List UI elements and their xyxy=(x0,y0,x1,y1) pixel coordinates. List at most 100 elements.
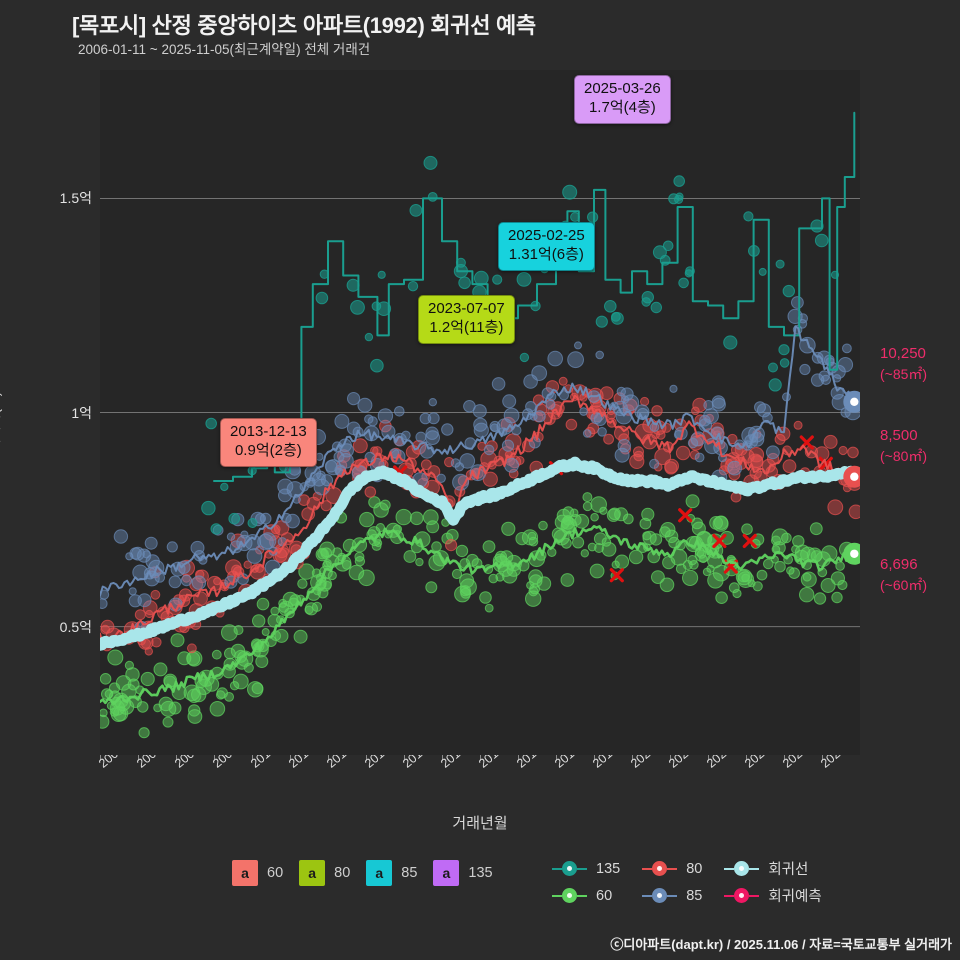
x-tick-mark xyxy=(404,755,405,761)
chart-canvas xyxy=(100,111,860,739)
legend-line-icon xyxy=(749,867,760,870)
line-80 xyxy=(100,394,856,645)
page-title: [목포시] 산정 중앙하이츠 아파트(1992) 회귀선 예측 xyxy=(72,13,536,38)
callout-date: 2013-12-13 xyxy=(230,423,307,440)
x-tick-mark xyxy=(442,755,443,761)
legend-label: 80 xyxy=(686,860,703,877)
floor-swatch-label: 135 xyxy=(468,865,493,881)
x-tick-mark xyxy=(784,755,785,761)
y-tick-label: 1.5억 xyxy=(59,190,92,207)
regression-line xyxy=(100,456,860,651)
legend-label: 135 xyxy=(596,860,621,877)
legend-line-icon xyxy=(667,894,678,897)
annotation-callout[interactable]: 2013-12-13 0.9억(2층) xyxy=(220,418,317,467)
legend-line-icon xyxy=(577,894,587,897)
x-tick-mark xyxy=(100,755,101,761)
gridlines xyxy=(100,197,860,628)
legend-marker-icon xyxy=(652,888,668,903)
callout-value: 1.7억(4층) xyxy=(588,98,656,116)
y-tick-label: 1억 xyxy=(71,404,92,421)
legend-series[interactable]: 135 80 회귀선 60 85 회귀예측 xyxy=(552,858,844,906)
legend-line-icon xyxy=(552,867,562,870)
annotation-callout[interactable]: 2023-07-07 1.2억(11층) xyxy=(418,295,515,344)
legend-item-80[interactable]: 80 xyxy=(642,858,724,879)
y-tick-label: 0.5억 xyxy=(59,618,92,635)
endpoint-price: 8,500 xyxy=(880,427,918,444)
floor-color-swatch[interactable]: a xyxy=(433,860,460,886)
callout-date: 2025-03-26 xyxy=(584,80,661,97)
legend-line-icon xyxy=(552,894,562,897)
endpoint-area: (~60㎡) xyxy=(880,576,928,593)
endpoint-price: 6,696 xyxy=(880,556,918,573)
legend-item-60[interactable]: 60 xyxy=(552,885,642,906)
legend-line-icon xyxy=(642,867,653,870)
legend-label: 85 xyxy=(686,887,703,904)
line-60 xyxy=(100,525,856,705)
endpoint-value-label: 8,500 (~80㎡) xyxy=(880,426,927,466)
floor-swatch-label: 80 xyxy=(334,865,351,881)
endpoint-value-label: 6,696 (~60㎡) xyxy=(880,555,927,595)
x-tick-mark xyxy=(632,755,633,761)
plot-area[interactable]: 2025-03-26 1.7억(4층) 2025-02-25 1.31억(6층) 202… xyxy=(100,70,927,755)
scatter-series-135 xyxy=(201,155,840,535)
callout-value: 1.2억(11층) xyxy=(429,318,504,336)
legend-item-85[interactable]: 85 xyxy=(642,885,724,906)
x-tick-mark xyxy=(670,755,671,761)
page-subtitle: 2006-01-11 ~ 2025-11-05(최근계약일) 전체 거래건 xyxy=(78,42,371,57)
legend-line-icon xyxy=(724,867,735,870)
legend-item-회귀선[interactable]: 회귀선 xyxy=(724,858,843,879)
legend-marker-icon xyxy=(734,888,750,903)
legend-label: 회귀예측 xyxy=(768,889,822,905)
floor-color-swatch[interactable]: a xyxy=(366,860,393,886)
callout-date: 2023-07-07 xyxy=(428,300,505,317)
x-tick-mark xyxy=(746,755,747,761)
legend-marker-icon xyxy=(652,861,668,876)
x-tick-mark xyxy=(290,755,291,761)
x-tick-mark xyxy=(176,755,177,761)
floor-swatch-label: 85 xyxy=(401,865,418,881)
series-endpoint-markers xyxy=(843,390,860,565)
legend-label: 회귀선 xyxy=(768,862,809,878)
annotation-callout[interactable]: 2025-02-25 1.31억(6층) xyxy=(498,222,595,271)
x-tick-mark xyxy=(480,755,481,761)
legend-item-회귀예측[interactable]: 회귀예측 xyxy=(724,885,843,906)
x-tick-mark xyxy=(252,755,253,761)
x-tick-mark xyxy=(822,755,823,761)
legend-floor-swatches[interactable]: a 60 a 80 a 85 a 135 xyxy=(232,860,509,886)
floor-swatch-label: 60 xyxy=(267,865,284,881)
legend-line-icon xyxy=(667,867,678,870)
callout-value: 0.9억(2층) xyxy=(234,441,302,459)
x-tick-mark xyxy=(214,755,215,761)
x-axis-label: 거래년월 xyxy=(452,815,508,832)
legend-line-icon xyxy=(749,894,760,897)
legend-line-icon xyxy=(642,894,653,897)
legend-label: 60 xyxy=(596,887,613,904)
line-85 xyxy=(100,325,856,597)
x-tick-mark xyxy=(556,755,557,761)
legend-line-icon xyxy=(724,894,735,897)
legend-marker-icon xyxy=(562,861,577,876)
legend-line-icon xyxy=(577,867,587,870)
x-tick-mark xyxy=(138,755,139,761)
endpoint-area: (~85㎡) xyxy=(880,365,928,382)
endpoint-price: 10,250 xyxy=(880,345,926,362)
endpoint-area: (~80㎡) xyxy=(880,447,928,464)
scatter-series-60 xyxy=(100,492,855,739)
y-axis-label: 매매가(원) xyxy=(0,391,2,453)
scatter-points xyxy=(100,155,860,739)
x-tick-mark xyxy=(328,755,329,761)
legend-item-135[interactable]: 135 xyxy=(552,858,642,879)
x-tick-mark xyxy=(366,755,367,761)
callout-value: 1.31억(6층) xyxy=(508,245,584,263)
annotation-callout[interactable]: 2025-03-26 1.7억(4층) xyxy=(574,75,671,124)
floor-color-swatch[interactable]: a xyxy=(232,860,258,886)
x-tick-mark xyxy=(518,755,519,761)
legend-marker-icon xyxy=(734,861,750,876)
endpoint-value-label: 10,250 (~85㎡) xyxy=(880,344,927,384)
footer-credit: ⓒ디아파트(dapt.kr) / 2025.11.06 / 자료=국토교통부 실… xyxy=(610,937,952,952)
callout-date: 2025-02-25 xyxy=(508,227,585,244)
floor-color-swatch[interactable]: a xyxy=(299,860,326,886)
legend-marker-icon xyxy=(562,888,577,903)
x-tick-mark xyxy=(594,755,595,761)
